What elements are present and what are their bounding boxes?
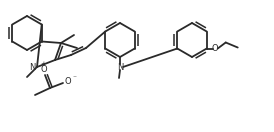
Text: N: N [117,62,123,72]
Text: O: O [41,65,47,74]
Text: O: O [65,77,71,86]
Text: +: + [40,61,46,67]
Text: N: N [28,63,35,72]
Text: O: O [212,44,218,53]
Text: ⁻: ⁻ [72,74,76,82]
